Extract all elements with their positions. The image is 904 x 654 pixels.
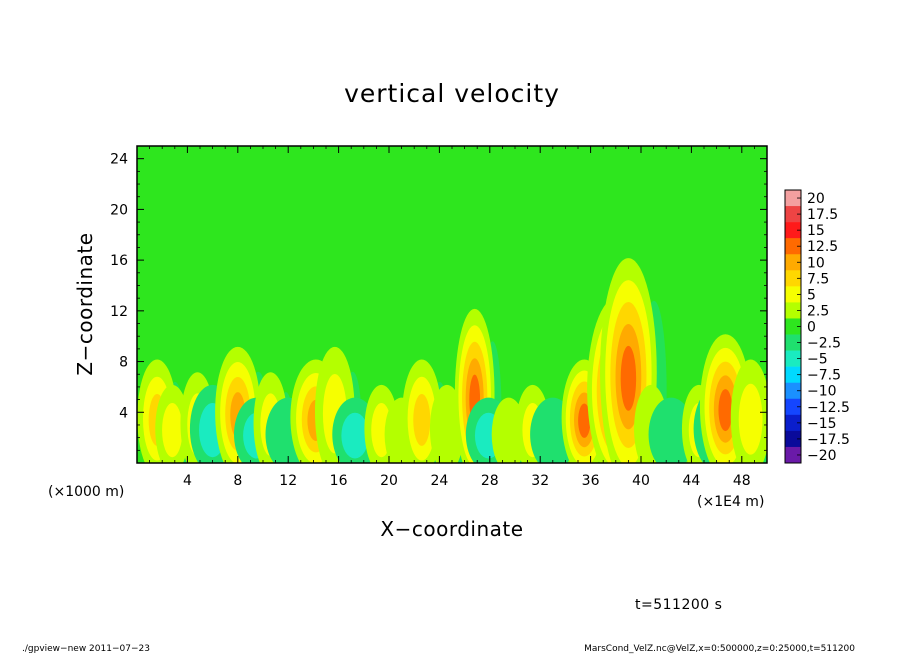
x-axis: 4 8 12 16 20 24 28 32 36 40 44 48 [149,146,755,489]
colorbar-swatch [785,238,801,255]
colorbar-swatch [785,446,801,464]
y-tick-label: 4 [119,405,128,421]
x-tick-label: 32 [531,473,549,489]
colorbar-swatch [785,302,801,319]
colorbar-tick-label: 15 [807,223,825,239]
colorbar-swatch [785,398,801,416]
x-axis-label: X−coordinate [380,517,523,541]
colorbar-tick-label: −2.5 [807,336,841,352]
x-scale-note: (×1E4 m) [697,494,764,510]
y-tick-label: 8 [119,355,128,371]
colorbar-tick-label: −5 [807,352,828,368]
x-tick-label: 36 [582,473,600,489]
x-tick-label: 28 [481,473,499,489]
y-tick-label: 20 [110,202,128,218]
x-tick-label: 48 [733,473,751,489]
colorbar-tick-label: 0 [807,320,816,336]
y-tick-label: 24 [110,152,128,168]
y-tick-label: 16 [110,253,128,269]
footer-right: MarsCond_VelZ.nc@VelZ,x=0:500000,z=0:250… [584,644,855,654]
colorbar-swatch [785,318,801,335]
colorbar-swatch [785,270,801,287]
colorbar-swatch [785,382,801,400]
colorbar-swatch [785,286,801,303]
colorbar-swatch [785,334,801,351]
x-tick-label: 44 [682,473,700,489]
colorbar-swatch [785,366,801,384]
y-axis: 4 8 12 16 20 24 [110,152,767,451]
colorbar-swatch [785,350,801,367]
x-tick-label: 12 [279,473,297,489]
colorbar-tick-label: 2.5 [807,303,829,319]
colorbar-tick-label: 12.5 [807,239,838,255]
x-tick-label: 20 [380,473,398,489]
x-tick-label: 24 [430,473,448,489]
x-unit-label: (×1000 m) [48,484,124,500]
colorbar-swatch [785,190,801,207]
colorbar-tick-label: 5 [807,287,816,303]
colorbar-tick-label: 10 [807,255,825,271]
x-tick-label: 4 [183,473,192,489]
colorbar-tick-label: 7.5 [807,271,829,287]
colorbar-tick-label: −10 [807,384,837,400]
footer-left: ./gpview−new 2011−07−23 [22,644,150,654]
colorbar-tick-label: −7.5 [807,368,841,384]
colorbar-swatch [785,414,801,432]
colorbar-tick-label: −12.5 [807,400,850,416]
x-tick-label: 40 [632,473,650,489]
y-axis-label: Z−coordinate [73,232,97,375]
chart-title: vertical velocity [344,79,560,108]
velocity-field [137,258,767,463]
colorbar-tick-label: −15 [807,416,837,432]
y-tick-label: 12 [110,304,128,320]
colorbar-tick-label: −20 [807,448,837,464]
colorbar-swatch [785,430,801,448]
colorbar-tick-label: −17.5 [807,432,850,448]
colorbar-tick-label: 20 [807,191,825,207]
x-tick-label: 16 [330,473,348,489]
time-annotation: t=511200 s [635,597,722,613]
colorbar-swatch [785,206,801,223]
colorbar: 2017.51512.5107.552.50−2.5−5−7.5−10−12.5… [784,189,850,464]
colorbar-swatch [785,222,801,239]
colorbar-tick-label: 17.5 [807,207,838,223]
velocity-plume [730,359,767,463]
x-tick-label: 8 [233,473,242,489]
colorbar-swatch [785,254,801,271]
